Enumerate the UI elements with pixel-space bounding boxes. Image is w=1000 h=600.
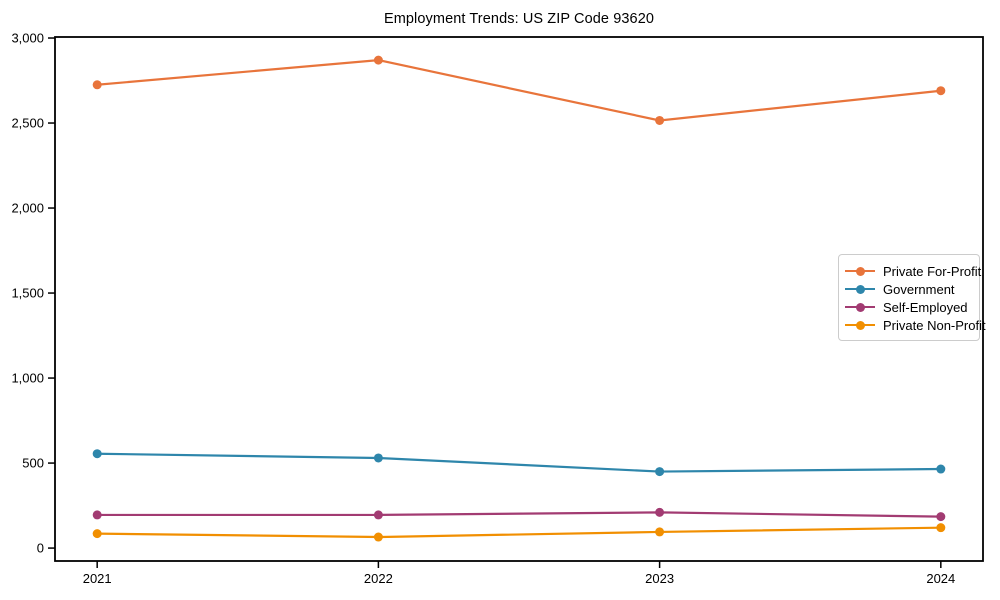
- legend-line-marker-swatch: [845, 320, 875, 330]
- chart-legend: Private For-Profit Government Self-Employe…: [838, 254, 986, 341]
- legend-line-marker-swatch: [845, 266, 875, 276]
- x-axis-tick-label: 2024: [926, 571, 955, 586]
- data-point-marker: [92, 510, 102, 520]
- y-axis-tick-label: 2,000: [11, 201, 44, 216]
- y-axis-tick-label: 500: [22, 456, 44, 471]
- legend-label: Private Non-Profit: [883, 317, 986, 333]
- legend-entry: Self-Employed: [845, 298, 971, 316]
- data-point-marker: [936, 523, 946, 533]
- series-line: [96, 526, 942, 539]
- legend-label: Private For-Profit: [883, 263, 982, 279]
- legend-line-marker-swatch: [845, 284, 875, 294]
- legend-label: Self-Employed: [883, 299, 968, 315]
- y-axis-tick-label: 1,500: [11, 286, 44, 301]
- data-point-marker: [373, 510, 383, 520]
- x-axis-tick-label: 2022: [364, 571, 393, 586]
- x-axis-tick-label: 2021: [83, 571, 112, 586]
- data-point-marker: [655, 507, 665, 517]
- data-point-marker: [92, 80, 102, 90]
- series-line: [96, 59, 942, 122]
- y-axis-tick-label: 3,000: [11, 31, 44, 46]
- y-axis-tick-label: 0: [37, 541, 44, 556]
- legend-entry: Private For-Profit: [845, 262, 981, 280]
- legend-entry: Private Non-Profit: [845, 316, 986, 334]
- legend-label: Government: [883, 281, 955, 297]
- chart-title: Employment Trends: US ZIP Code 93620: [383, 11, 655, 27]
- data-point-marker: [655, 527, 665, 537]
- y-axis-tick-label: 1,000: [11, 371, 44, 386]
- data-point-marker: [92, 529, 102, 539]
- data-point-marker: [936, 86, 946, 96]
- legend-swatch-dot: [855, 302, 865, 312]
- axes-spines: [54, 36, 984, 562]
- series-line: [96, 511, 942, 518]
- data-point-marker: [655, 115, 665, 125]
- series-line: [96, 452, 942, 473]
- data-point-marker: [373, 532, 383, 542]
- x-axis-tick-label: 2023: [645, 571, 674, 586]
- legend-swatch-dot: [855, 266, 865, 276]
- legend-swatch-dot: [855, 320, 865, 330]
- legend-entry: Government: [845, 280, 971, 298]
- y-axis-tick-label: 2,500: [11, 116, 44, 131]
- data-point-marker: [92, 449, 102, 459]
- data-point-marker: [373, 453, 383, 463]
- data-point-marker: [373, 55, 383, 65]
- legend-line-marker-swatch: [845, 302, 875, 312]
- data-point-marker: [655, 467, 665, 477]
- data-point-marker: [936, 512, 946, 522]
- data-point-marker: [936, 464, 946, 474]
- legend-swatch-dot: [855, 284, 865, 294]
